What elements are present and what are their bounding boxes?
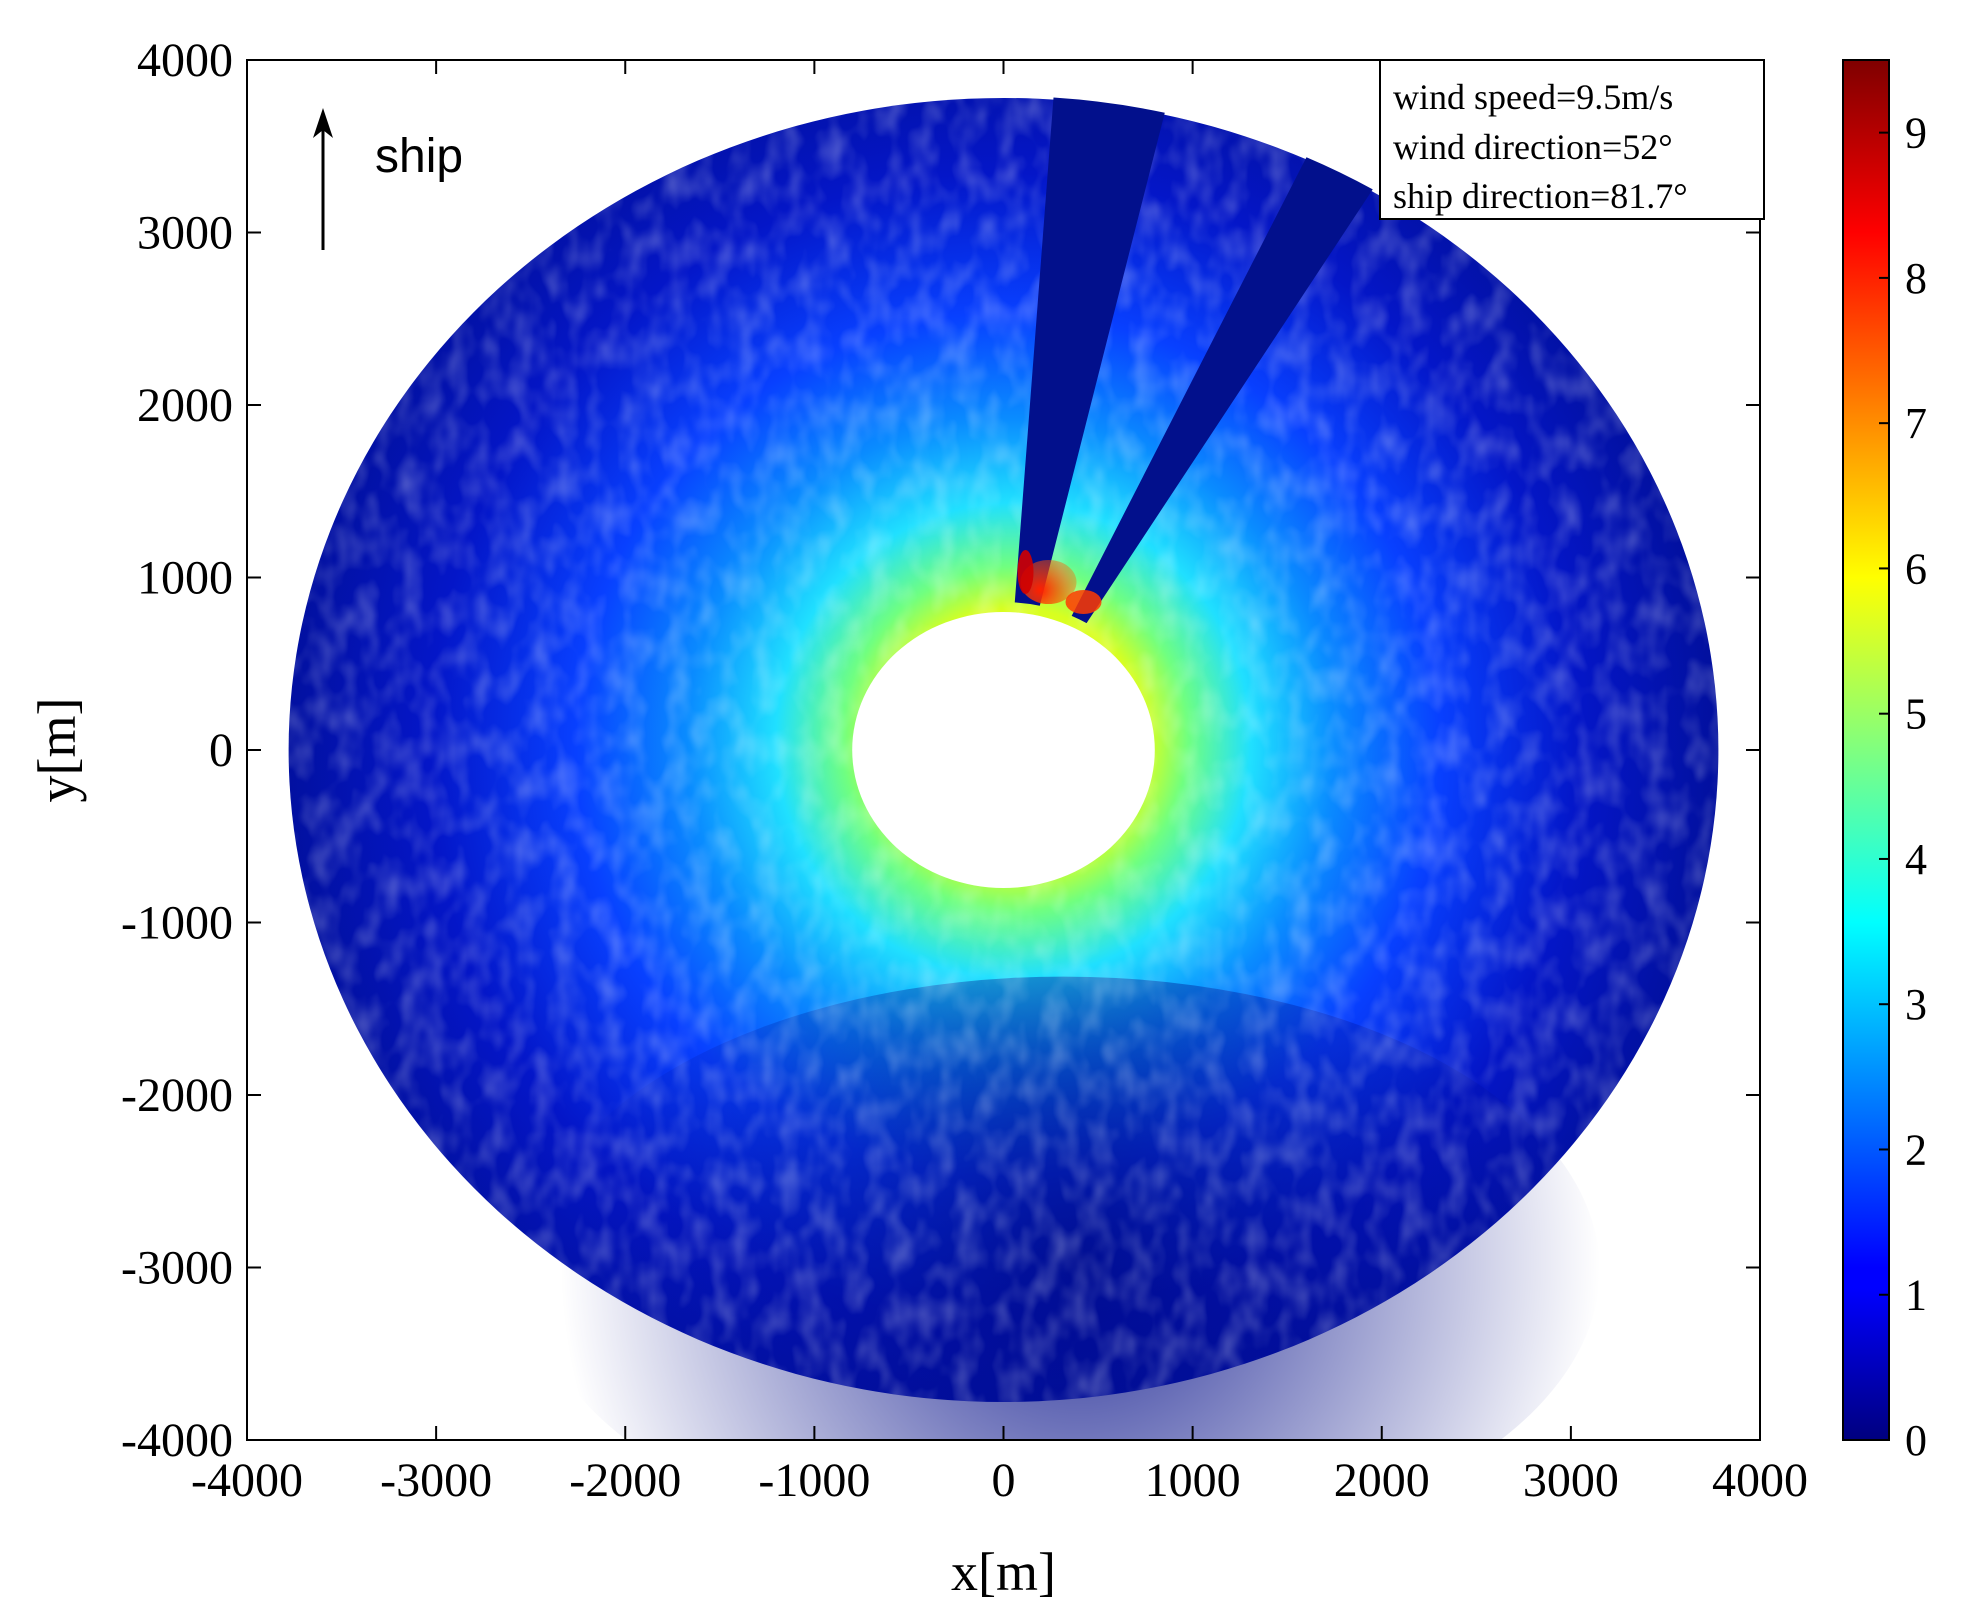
colorbar-tick-label: 2 <box>1905 1125 1927 1174</box>
x-tick-label: 4000 <box>1712 1454 1808 1507</box>
colorbar-tick-label: 6 <box>1905 544 1927 593</box>
y-tick-label: -4000 <box>121 1414 233 1467</box>
colorbar-gradient <box>1842 59 1890 1441</box>
x-tick-label: 1000 <box>1145 1454 1241 1507</box>
ship-label: ship <box>375 130 463 183</box>
y-tick-label: 4000 <box>137 34 233 87</box>
x-tick-label: 0 <box>992 1454 1016 1507</box>
blind-sector-1 <box>1014 97 1165 606</box>
y-tick-label: 2000 <box>137 379 233 432</box>
annotation-frame <box>1379 59 1765 220</box>
x-tick-label: -4000 <box>191 1454 303 1507</box>
peak-hotspot-3 <box>1017 550 1034 594</box>
inner-blank-zone <box>852 612 1155 888</box>
colorbar: 0 1 2 3 4 5 6 7 8 9 <box>1842 59 1927 1465</box>
heatmap-field <box>288 97 1719 1440</box>
y-axis-title: y[m] <box>27 698 87 803</box>
y-tick-label: 3000 <box>137 207 233 260</box>
x-tick-label: 3000 <box>1523 1454 1619 1507</box>
x-axis: -4000 -3000 -2000 -1000 0 1000 2000 3000 4000 <box>191 60 1808 1507</box>
x-tick-label: 2000 <box>1334 1454 1430 1507</box>
x-tick-label: -1000 <box>758 1454 870 1507</box>
colorbar-tick-label: 7 <box>1905 399 1927 448</box>
colorbar-tick-label: 8 <box>1905 254 1927 303</box>
x-tick-label: -3000 <box>380 1454 492 1507</box>
annotation-line-wind-speed: wind speed=9.5m/s <box>1393 77 1673 117</box>
x-tick-label: -2000 <box>569 1454 681 1507</box>
x-axis-title: x[m] <box>951 1542 1056 1602</box>
colorbar-tick-label: 0 <box>1905 1416 1927 1465</box>
blind-sector-2 <box>1071 157 1373 624</box>
ship-direction-indicator: ship <box>313 108 463 250</box>
y-axis: -4000 -3000 -2000 -1000 0 1000 2000 3000 4000 <box>121 34 1760 1467</box>
colorbar-tick-label: 3 <box>1905 980 1927 1029</box>
colorbar-tick-label: 1 <box>1905 1271 1927 1320</box>
y-tick-label: 1000 <box>137 552 233 605</box>
colorbar-tick-label: 9 <box>1905 109 1927 158</box>
colorbar-tick-label: 5 <box>1905 690 1927 739</box>
ship-arrow-icon <box>313 108 333 138</box>
y-tick-label: -3000 <box>121 1242 233 1295</box>
y-tick-label: -1000 <box>121 897 233 950</box>
annotation-line-ship-direction: ship direction=81.7° <box>1393 176 1688 216</box>
annotation-box: wind speed=9.5m/s wind direction=52° shi… <box>1379 59 1765 220</box>
peak-hotspot-1 <box>1020 560 1077 604</box>
plot-area <box>246 59 1761 1441</box>
y-tick-label: 0 <box>209 724 233 777</box>
y-tick-label: -2000 <box>121 1069 233 1122</box>
annotation-line-wind-direction: wind direction=52° <box>1393 127 1673 167</box>
peak-hotspot-2 <box>1065 590 1102 614</box>
colorbar-tick-label: 4 <box>1905 835 1927 884</box>
